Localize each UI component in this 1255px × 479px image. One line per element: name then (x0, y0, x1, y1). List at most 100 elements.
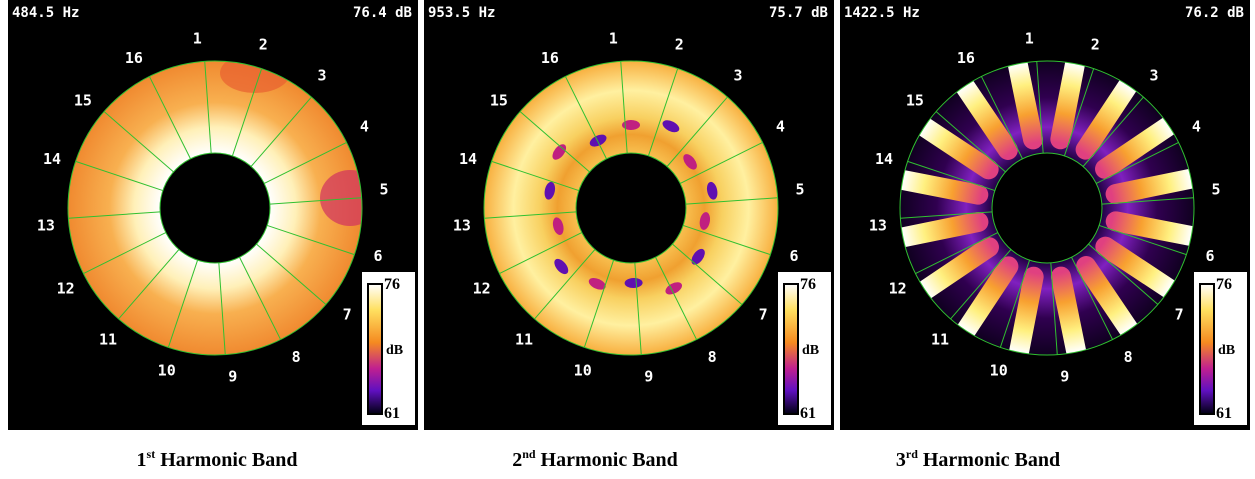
low-spot (706, 181, 718, 200)
sensor-label: 4 (1192, 117, 1201, 135)
low-spot (554, 258, 569, 275)
grid-spoke (266, 224, 355, 256)
grid-spoke (83, 232, 167, 275)
colorbar (367, 283, 383, 415)
inner-edge (575, 152, 687, 264)
sensor-label: 9 (644, 368, 653, 386)
sensor-label: 13 (453, 216, 471, 234)
sensor-label: 5 (380, 181, 389, 199)
grid-spoke (634, 262, 642, 355)
sensor-label: 16 (541, 49, 559, 67)
sensor-label: 10 (574, 361, 592, 379)
sensor-label: 8 (292, 348, 301, 366)
lobe (1006, 266, 1044, 355)
grid-spoke (263, 141, 347, 184)
scale-max: 76 (384, 276, 400, 293)
grid-spoke (1050, 262, 1058, 355)
caption-number: 2 (512, 449, 522, 471)
grid-spoke (672, 243, 743, 305)
sensor-label: 14 (875, 150, 893, 168)
grid-spoke (1082, 96, 1144, 167)
ring-fill (483, 60, 779, 356)
sensor-label: 10 (158, 361, 176, 379)
caption: 1st Harmonic Band (137, 447, 298, 471)
sound-map (483, 60, 779, 356)
sensor-label: 3 (733, 66, 742, 84)
scale-min: 61 (384, 405, 400, 422)
lobe (1050, 61, 1088, 150)
grid-spoke (1071, 256, 1114, 340)
grid-spoke (620, 61, 628, 154)
lobe (1005, 61, 1044, 150)
grid-spoke (231, 68, 263, 157)
sensor-label: 14 (459, 150, 477, 168)
grid-spoke (75, 160, 164, 192)
outer-edge (67, 60, 363, 356)
grid-spoke (685, 197, 778, 205)
low-spot (699, 212, 711, 230)
sensor-label: 4 (360, 117, 369, 135)
grid-spoke (666, 96, 728, 167)
scale-min: 61 (1216, 405, 1232, 422)
low-spot (589, 134, 607, 147)
sensor-label: 6 (789, 247, 798, 265)
grid-spoke (935, 111, 1006, 173)
grid-spoke (534, 249, 596, 320)
level-label: 75.7 dB (769, 5, 828, 21)
lobe (903, 109, 999, 180)
sensor-label: 12 (889, 280, 907, 298)
sensor-label: 5 (796, 181, 805, 199)
caption-suffix: nd (522, 447, 536, 461)
caption: 3rd Harmonic Band (896, 447, 1060, 471)
scale-unit: dB (1218, 343, 1235, 358)
sensor-label: 7 (343, 305, 352, 323)
grid-spoke (907, 160, 996, 192)
low-spot (691, 248, 705, 265)
grid-spoke (679, 141, 763, 184)
lobe (1095, 108, 1190, 179)
sensor-label: 16 (957, 49, 975, 67)
level-label: 76.4 dB (353, 5, 412, 21)
sensor-label: 2 (1091, 36, 1100, 54)
sensor-label: 15 (906, 92, 924, 110)
sound-map (900, 61, 1194, 355)
lobe (1076, 256, 1147, 351)
inner-edge (159, 152, 271, 264)
grid-spoke (1101, 197, 1194, 205)
grid-spoke (519, 111, 590, 173)
low-spot (624, 277, 643, 288)
sensor-label: 2 (259, 36, 268, 54)
caption-number: 3 (896, 449, 906, 471)
sensor-label: 7 (759, 305, 768, 323)
colorbar (1199, 283, 1215, 415)
scale-unit: dB (802, 343, 819, 358)
grid-spoke (1063, 68, 1095, 157)
inner-edge (991, 152, 1103, 264)
sensor-label: 6 (1205, 247, 1214, 265)
grid-spoke (167, 259, 199, 348)
hot-spot (320, 170, 362, 226)
scale-max: 76 (1216, 276, 1232, 293)
sensor-label: 16 (125, 49, 143, 67)
lobe (900, 167, 989, 205)
sensor-label: 11 (931, 331, 949, 349)
sensor-label: 8 (1124, 348, 1133, 366)
sensor-label: 8 (708, 348, 717, 366)
scale-max: 76 (800, 276, 816, 293)
sensor-label: 14 (43, 150, 61, 168)
panel: 953.5 Hz 75.7 dB1 234567891011121314151676… (424, 0, 834, 430)
low-spot (552, 217, 564, 235)
sensor-label: 13 (37, 216, 55, 234)
sensor-label: 1 (193, 29, 202, 47)
caption-text: Harmonic Band (923, 449, 1060, 471)
panel: 484.5 Hz 76.4 dB1 234567891011121314151676… (8, 0, 418, 430)
ring-fill (900, 61, 1194, 355)
caption-suffix: rd (906, 447, 918, 461)
low-spot (662, 120, 680, 133)
grid-spoke (1095, 141, 1179, 184)
grid-spoke (250, 96, 312, 167)
sensor-label: 15 (74, 92, 92, 110)
lobe (1105, 211, 1194, 249)
grid-spoke (1088, 243, 1159, 305)
sensor-label: 12 (57, 280, 75, 298)
